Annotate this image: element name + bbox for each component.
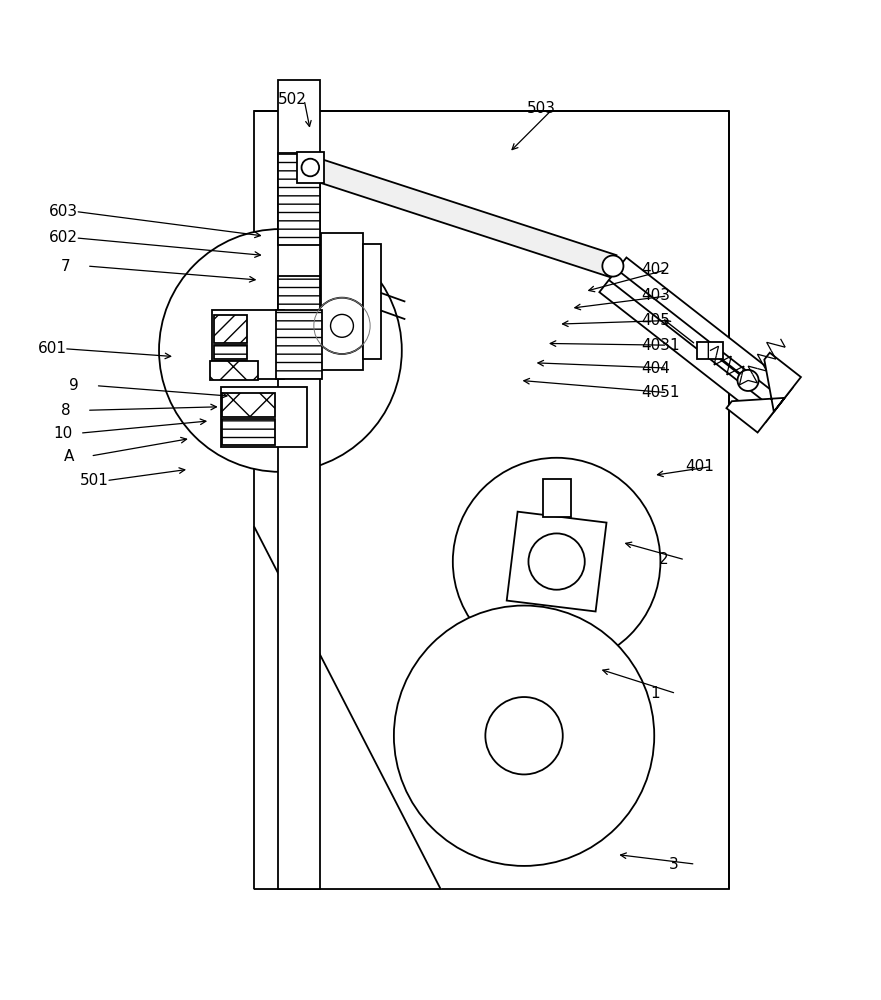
Bar (213, 315, 247, 343)
Circle shape (529, 533, 585, 590)
Text: 401: 401 (685, 459, 714, 474)
Text: 405: 405 (641, 313, 670, 328)
Polygon shape (599, 257, 793, 422)
Bar (321, 233, 363, 370)
Circle shape (314, 298, 370, 354)
Bar (220, 387, 307, 447)
Text: 404: 404 (641, 361, 670, 376)
Bar (211, 310, 284, 379)
Text: 603: 603 (49, 204, 78, 219)
Text: 4051: 4051 (641, 385, 679, 400)
Polygon shape (254, 111, 729, 889)
Text: 502: 502 (278, 92, 307, 107)
Circle shape (485, 697, 563, 774)
Bar (278, 153, 320, 245)
Bar (222, 419, 275, 445)
Polygon shape (543, 479, 571, 517)
Bar (297, 152, 323, 183)
Bar (278, 80, 320, 889)
Circle shape (603, 255, 624, 277)
Bar (278, 276, 320, 377)
Text: 2: 2 (659, 552, 669, 567)
Circle shape (394, 606, 655, 866)
Text: 601: 601 (38, 341, 67, 356)
Circle shape (453, 458, 661, 665)
Text: 503: 503 (527, 101, 556, 116)
Bar (276, 310, 322, 379)
Bar (363, 244, 381, 359)
Text: 3: 3 (670, 857, 679, 872)
Text: 7: 7 (61, 259, 70, 274)
Bar (213, 345, 247, 359)
Text: 1: 1 (650, 686, 660, 701)
Text: 4031: 4031 (641, 338, 679, 353)
Circle shape (159, 229, 402, 472)
Polygon shape (254, 526, 440, 889)
Bar (213, 361, 247, 377)
Text: 403: 403 (641, 288, 670, 303)
Text: 9: 9 (70, 378, 79, 393)
Text: A: A (64, 449, 74, 464)
Text: 10: 10 (54, 426, 73, 441)
Bar (210, 361, 258, 380)
Text: 402: 402 (641, 262, 670, 277)
Text: 602: 602 (49, 230, 78, 245)
Polygon shape (727, 353, 801, 433)
Polygon shape (507, 512, 606, 611)
Circle shape (737, 370, 759, 391)
Circle shape (330, 314, 353, 337)
Circle shape (301, 159, 319, 176)
Bar (222, 393, 275, 417)
Text: 8: 8 (61, 403, 70, 418)
Polygon shape (307, 157, 617, 277)
Text: 501: 501 (80, 473, 108, 488)
Bar (697, 342, 723, 359)
